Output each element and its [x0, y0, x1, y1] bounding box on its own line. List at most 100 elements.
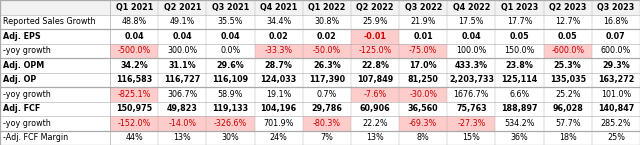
Text: Q3 2023: Q3 2023 — [597, 3, 634, 12]
Text: Q4 2021: Q4 2021 — [260, 3, 298, 12]
Bar — [0, 87, 640, 102]
Text: -33.3%: -33.3% — [264, 46, 292, 55]
Bar — [303, 116, 351, 130]
Text: 0.02: 0.02 — [269, 32, 289, 41]
Text: 433.3%: 433.3% — [455, 61, 488, 70]
Text: 24%: 24% — [269, 133, 287, 142]
Text: 0.05: 0.05 — [558, 32, 577, 41]
Text: -50.0%: -50.0% — [313, 46, 341, 55]
Text: Q3 2021: Q3 2021 — [212, 3, 249, 12]
Text: 17.7%: 17.7% — [507, 17, 532, 26]
Text: 306.7%: 306.7% — [167, 90, 198, 99]
Text: 0.04: 0.04 — [124, 32, 144, 41]
Text: 75,763: 75,763 — [456, 104, 486, 113]
Text: 23.8%: 23.8% — [506, 61, 534, 70]
Text: -825.1%: -825.1% — [118, 90, 151, 99]
Bar — [399, 116, 447, 130]
Text: 116,583: 116,583 — [116, 75, 152, 84]
Bar — [351, 29, 399, 44]
Text: 163,272: 163,272 — [598, 75, 634, 84]
Text: -14.0%: -14.0% — [168, 119, 196, 128]
Text: 150,975: 150,975 — [116, 104, 152, 113]
Text: -600.0%: -600.0% — [551, 46, 584, 55]
Text: 29.3%: 29.3% — [602, 61, 630, 70]
Text: 28.7%: 28.7% — [265, 61, 292, 70]
Text: 8%: 8% — [417, 133, 429, 142]
Text: -69.3%: -69.3% — [409, 119, 437, 128]
Text: 25.9%: 25.9% — [362, 17, 388, 26]
Text: 124,033: 124,033 — [260, 75, 297, 84]
Text: -yoy growth: -yoy growth — [3, 119, 51, 128]
Text: 34.2%: 34.2% — [120, 61, 148, 70]
Text: 6.6%: 6.6% — [509, 90, 530, 99]
Text: 57.7%: 57.7% — [555, 119, 580, 128]
Text: Adj. EPS: Adj. EPS — [3, 32, 40, 41]
Text: 125,114: 125,114 — [501, 75, 538, 84]
Bar — [303, 44, 351, 58]
Text: Q4 2022: Q4 2022 — [452, 3, 490, 12]
Text: Q2 2022: Q2 2022 — [356, 3, 394, 12]
Text: -326.6%: -326.6% — [214, 119, 247, 128]
Text: 36%: 36% — [511, 133, 529, 142]
Text: Q3 2022: Q3 2022 — [404, 3, 442, 12]
Text: 0.04: 0.04 — [221, 32, 241, 41]
Bar — [110, 116, 158, 130]
Text: 36,560: 36,560 — [408, 104, 438, 113]
Text: 101.0%: 101.0% — [601, 90, 631, 99]
Text: 35.5%: 35.5% — [218, 17, 243, 26]
Text: 26.3%: 26.3% — [313, 61, 340, 70]
Text: 60,906: 60,906 — [360, 104, 390, 113]
Bar — [399, 44, 447, 58]
Bar — [0, 0, 640, 14]
Text: 29.6%: 29.6% — [217, 61, 244, 70]
Text: 25.2%: 25.2% — [555, 90, 580, 99]
Bar — [399, 87, 447, 102]
Text: 0.01: 0.01 — [413, 32, 433, 41]
Text: 30.8%: 30.8% — [314, 17, 339, 26]
Bar — [351, 87, 399, 102]
Text: 701.9%: 701.9% — [264, 119, 294, 128]
Text: 29,786: 29,786 — [312, 104, 342, 113]
Text: 1676.7%: 1676.7% — [454, 90, 489, 99]
Text: 34.4%: 34.4% — [266, 17, 291, 26]
Text: 104,196: 104,196 — [260, 104, 297, 113]
Bar — [447, 116, 495, 130]
Text: 18%: 18% — [559, 133, 577, 142]
Bar — [207, 116, 255, 130]
Text: Adj. OP: Adj. OP — [3, 75, 36, 84]
Text: 534.2%: 534.2% — [504, 119, 535, 128]
Text: Q1 2022: Q1 2022 — [308, 3, 346, 12]
Text: 48.8%: 48.8% — [122, 17, 147, 26]
Text: 19.1%: 19.1% — [266, 90, 291, 99]
Text: Adj. FCF: Adj. FCF — [3, 104, 40, 113]
Text: -yoy growth: -yoy growth — [3, 46, 51, 55]
Bar — [351, 44, 399, 58]
Text: 0.04: 0.04 — [461, 32, 481, 41]
Text: -30.0%: -30.0% — [409, 90, 437, 99]
Text: 188,897: 188,897 — [501, 104, 538, 113]
Bar — [255, 44, 303, 58]
Text: Q2 2021: Q2 2021 — [164, 3, 201, 12]
Text: 0.02: 0.02 — [317, 32, 337, 41]
Text: Reported Sales Growth: Reported Sales Growth — [3, 17, 95, 26]
Text: 16.8%: 16.8% — [604, 17, 628, 26]
Text: 0.7%: 0.7% — [317, 90, 337, 99]
Text: Q2 2023: Q2 2023 — [549, 3, 586, 12]
Bar — [0, 44, 640, 58]
Text: 116,727: 116,727 — [164, 75, 200, 84]
Text: 150.0%: 150.0% — [504, 46, 535, 55]
Text: -yoy growth: -yoy growth — [3, 90, 51, 99]
Text: 17.0%: 17.0% — [410, 61, 437, 70]
Text: 25%: 25% — [607, 133, 625, 142]
Bar — [543, 44, 592, 58]
Bar — [0, 72, 640, 87]
Text: 13%: 13% — [366, 133, 384, 142]
Text: 7%: 7% — [321, 133, 333, 142]
Text: 25.3%: 25.3% — [554, 61, 582, 70]
Text: 119,133: 119,133 — [212, 104, 248, 113]
Text: Q1 2023: Q1 2023 — [501, 3, 538, 12]
Text: 49.1%: 49.1% — [170, 17, 195, 26]
Bar — [110, 87, 158, 102]
Text: -0.01: -0.01 — [364, 32, 387, 41]
Text: 140,847: 140,847 — [598, 104, 634, 113]
